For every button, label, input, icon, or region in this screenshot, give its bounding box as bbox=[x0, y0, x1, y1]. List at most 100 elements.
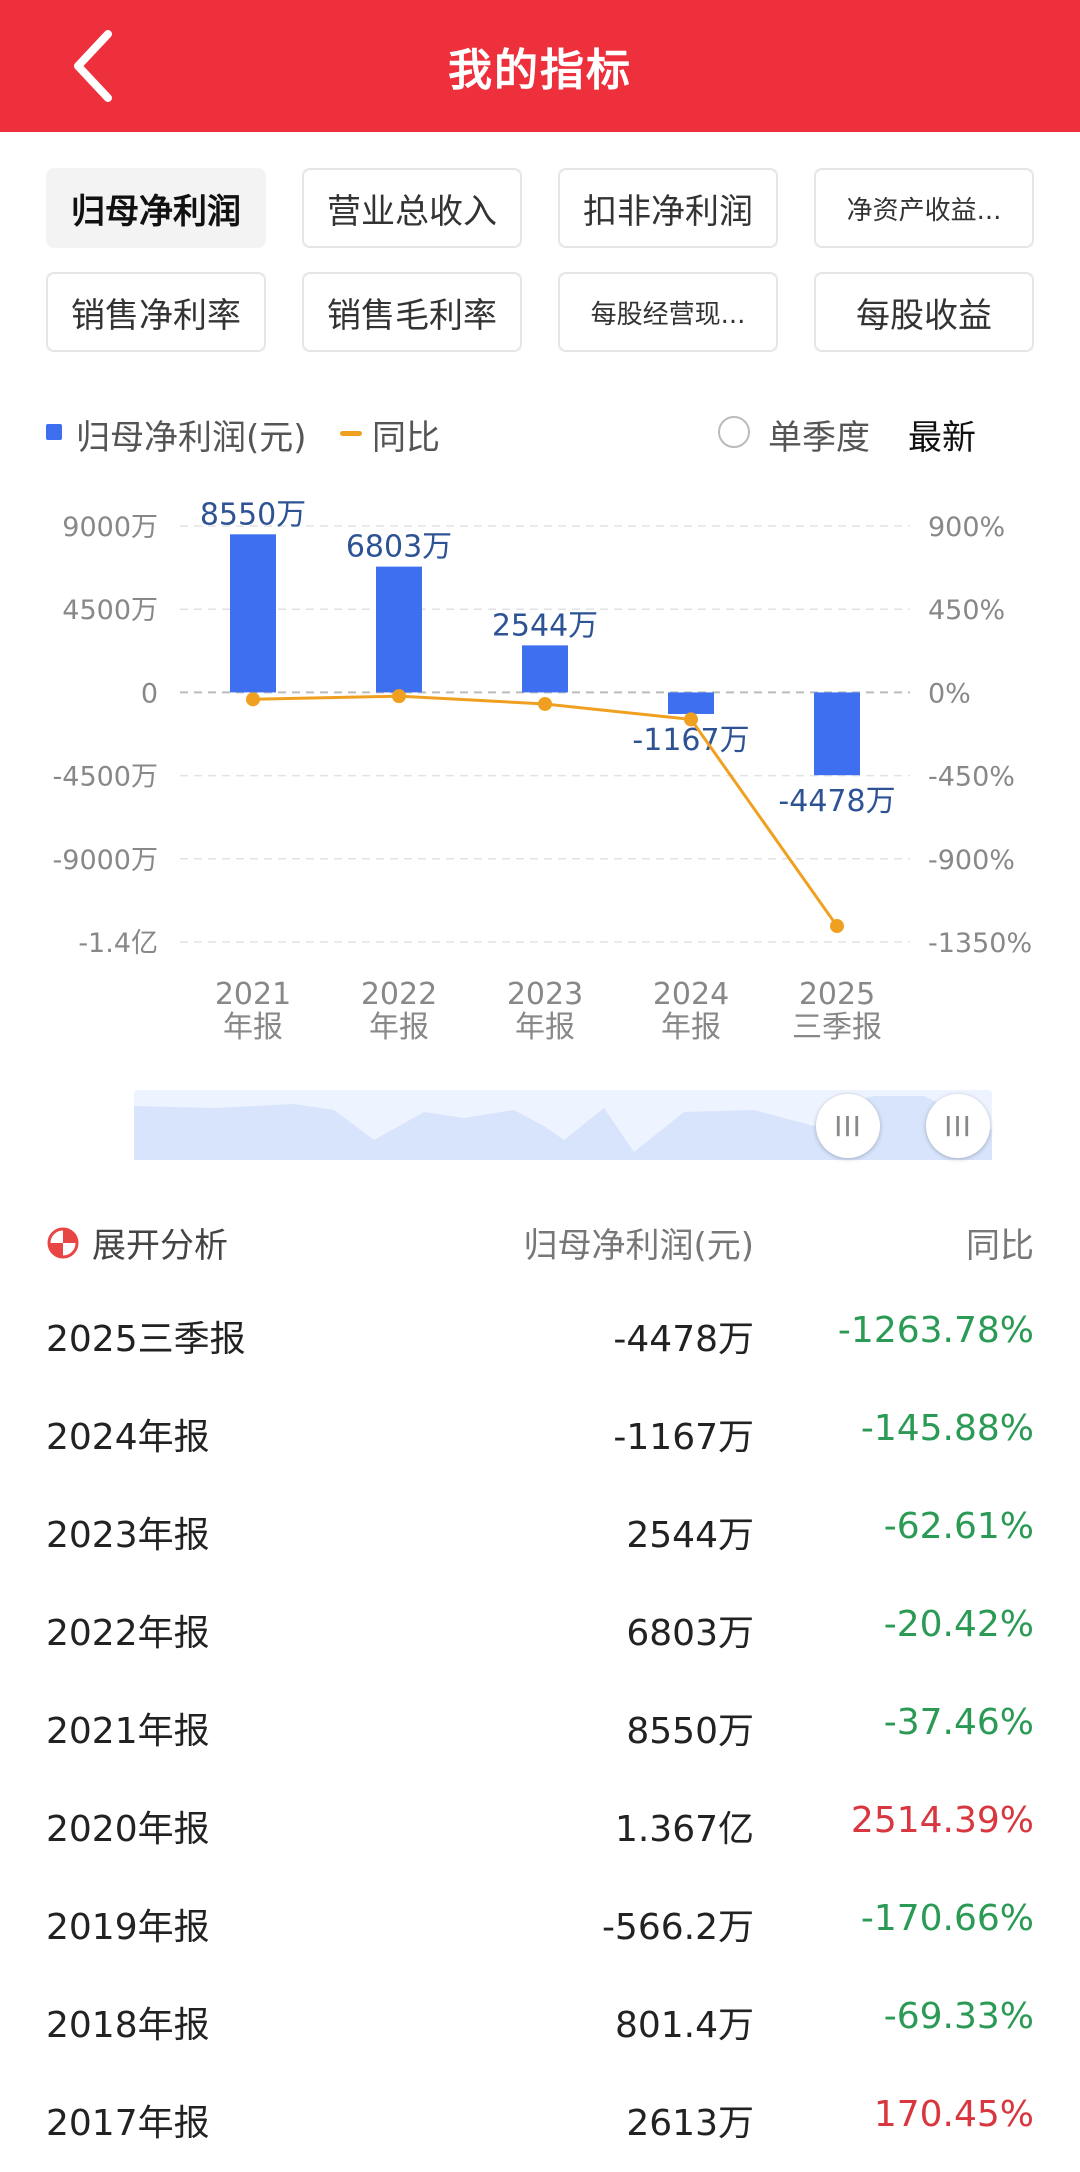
bar bbox=[376, 566, 422, 693]
x-tick-label: 2021 bbox=[215, 977, 291, 1012]
row-yoy: -37.46% bbox=[883, 1702, 1034, 1743]
yoy-point bbox=[246, 692, 260, 707]
quarter-label[interactable]: 单季度 bbox=[768, 418, 870, 458]
data-table: 2025三季报 -4478万 -1263.78% 2024年报 -1167万 -145.8… bbox=[46, 1290, 1034, 2172]
table-row[interactable]: 2017年报 2613万 170.45% bbox=[46, 2074, 1034, 2172]
table-row[interactable]: 2021年报 8550万 -37.46% bbox=[46, 1682, 1034, 1780]
x-tick-sublabel: 年报 bbox=[515, 1010, 575, 1045]
table-header: 展开分析 归母净利润(元) 同比 bbox=[46, 1212, 1034, 1272]
x-tick-label: 2024 bbox=[653, 977, 729, 1012]
y-right-tick-label: 0% bbox=[928, 678, 971, 709]
row-yoy: 170.45% bbox=[873, 2094, 1034, 2135]
slider-overview-graph bbox=[134, 1096, 992, 1160]
row-value: 2613万 bbox=[626, 2103, 754, 2144]
y-left-tick-label: 9000万 bbox=[62, 512, 158, 543]
chart-legend: 归母净利润(元) 同比 单季度 最新 bbox=[46, 408, 1034, 458]
tab-revenue[interactable]: 营业总收入 bbox=[302, 168, 522, 248]
tab-gross-margin[interactable]: 销售毛利率 bbox=[302, 272, 522, 352]
column-header-value: 归母净利润(元) bbox=[523, 1226, 754, 1266]
row-value: 6803万 bbox=[626, 1613, 754, 1654]
bar-data-label: 2544万 bbox=[492, 608, 598, 643]
row-yoy: -62.61% bbox=[883, 1506, 1034, 1547]
bar bbox=[668, 692, 714, 714]
page-title: 我的指标 bbox=[448, 45, 632, 96]
table-row[interactable]: 2019年报 -566.2万 -170.66% bbox=[46, 1878, 1034, 1976]
line-series-swatch bbox=[340, 431, 362, 436]
row-value: -566.2万 bbox=[601, 1907, 754, 1948]
row-period: 2025三季报 bbox=[46, 1319, 246, 1360]
bar-data-label: 6803万 bbox=[346, 530, 452, 565]
row-period: 2023年报 bbox=[46, 1515, 210, 1556]
x-tick-sublabel: 年报 bbox=[369, 1010, 429, 1045]
row-yoy: -1263.78% bbox=[837, 1310, 1034, 1351]
back-arrow-icon[interactable] bbox=[60, 22, 150, 112]
y-left-tick-label: 4500万 bbox=[62, 595, 158, 626]
yoy-point bbox=[538, 696, 552, 711]
y-left-tick-label: -1.4亿 bbox=[78, 928, 158, 959]
x-tick-sublabel: 三季报 bbox=[792, 1010, 882, 1045]
row-value: 2544万 bbox=[626, 1515, 754, 1556]
bar-data-label: -1167万 bbox=[632, 723, 749, 758]
row-yoy: 2514.39% bbox=[850, 1800, 1034, 1841]
x-tick-sublabel: 年报 bbox=[661, 1010, 721, 1045]
row-period: 2017年报 bbox=[46, 2103, 210, 2144]
row-period: 2021年报 bbox=[46, 1711, 210, 1752]
quarter-radio[interactable] bbox=[718, 416, 750, 448]
row-yoy: -145.88% bbox=[860, 1408, 1034, 1449]
bar-series-swatch bbox=[46, 424, 62, 440]
x-tick-label: 2022 bbox=[361, 977, 437, 1012]
y-right-tick-label: -900% bbox=[928, 845, 1015, 876]
tab-deducted-profit[interactable]: 扣非净利润 bbox=[558, 168, 778, 248]
y-left-tick-label: -4500万 bbox=[53, 762, 158, 793]
legend-bar-label[interactable]: 归母净利润(元) bbox=[76, 418, 307, 458]
x-tick-label: 2025 bbox=[799, 977, 875, 1012]
yoy-point bbox=[684, 712, 698, 727]
tab-eps[interactable]: 每股收益 bbox=[814, 272, 1034, 352]
bar bbox=[814, 692, 860, 776]
table-row[interactable]: 2020年报 1.367亿 2514.39% bbox=[46, 1780, 1034, 1878]
bar-data-label: 8550万 bbox=[200, 497, 306, 532]
table-row[interactable]: 2025三季报 -4478万 -1263.78% bbox=[46, 1290, 1034, 1388]
tab-operating-cashflow-per-share[interactable]: 每股经营现... bbox=[558, 272, 778, 352]
x-tick-sublabel: 年报 bbox=[223, 1010, 283, 1045]
row-period: 2022年报 bbox=[46, 1613, 210, 1654]
row-period: 2024年报 bbox=[46, 1417, 210, 1458]
y-left-tick-label: -9000万 bbox=[53, 845, 158, 876]
row-value: -4478万 bbox=[613, 1319, 754, 1360]
slider-right-handle[interactable]: III bbox=[926, 1094, 990, 1158]
y-right-tick-label: 450% bbox=[928, 595, 1005, 626]
tab-roe[interactable]: 净资产收益... bbox=[814, 168, 1034, 248]
latest-label[interactable]: 最新 bbox=[908, 418, 976, 458]
table-row[interactable]: 2023年报 2544万 -62.61% bbox=[46, 1486, 1034, 1584]
row-period: 2019年报 bbox=[46, 1907, 210, 1948]
table-row[interactable]: 2018年报 801.4万 -69.33% bbox=[46, 1976, 1034, 2074]
expand-analysis-label[interactable]: 展开分析 bbox=[92, 1226, 228, 1266]
row-yoy: -170.66% bbox=[860, 1898, 1034, 1939]
yoy-point bbox=[392, 689, 406, 704]
row-yoy: -69.33% bbox=[883, 1996, 1034, 2037]
column-header-yoy: 同比 bbox=[966, 1226, 1034, 1266]
row-value: 801.4万 bbox=[614, 2005, 754, 2046]
bar bbox=[230, 534, 276, 693]
tab-net-profit[interactable]: 归母净利润 bbox=[46, 168, 266, 248]
row-yoy: -20.42% bbox=[883, 1604, 1034, 1645]
profit-chart: 9000万 900% 4500万 450% 0 0% -4500万 -450% -9000万 -9… bbox=[53, 497, 1033, 1045]
row-value: 8550万 bbox=[626, 1711, 754, 1752]
y-right-tick-label: 900% bbox=[928, 512, 1005, 543]
row-period: 2018年报 bbox=[46, 2005, 210, 2046]
tab-net-margin[interactable]: 销售净利率 bbox=[46, 272, 266, 352]
table-row[interactable]: 2022年报 6803万 -20.42% bbox=[46, 1584, 1034, 1682]
analysis-pie-icon[interactable] bbox=[46, 1226, 80, 1260]
bar-data-label: -4478万 bbox=[778, 784, 895, 819]
app-header: 我的指标 bbox=[0, 0, 1080, 132]
slider-left-handle[interactable]: III bbox=[816, 1094, 880, 1158]
row-value: 1.367亿 bbox=[614, 1809, 754, 1850]
row-value: -1167万 bbox=[613, 1417, 754, 1458]
legend-line-label[interactable]: 同比 bbox=[372, 418, 440, 458]
table-row[interactable]: 2024年报 -1167万 -145.88% bbox=[46, 1388, 1034, 1486]
yoy-point bbox=[830, 919, 844, 934]
y-right-tick-label: -1350% bbox=[928, 928, 1032, 959]
y-right-tick-label: -450% bbox=[928, 762, 1015, 793]
row-period: 2020年报 bbox=[46, 1809, 210, 1850]
range-slider[interactable]: III III bbox=[134, 1090, 992, 1160]
